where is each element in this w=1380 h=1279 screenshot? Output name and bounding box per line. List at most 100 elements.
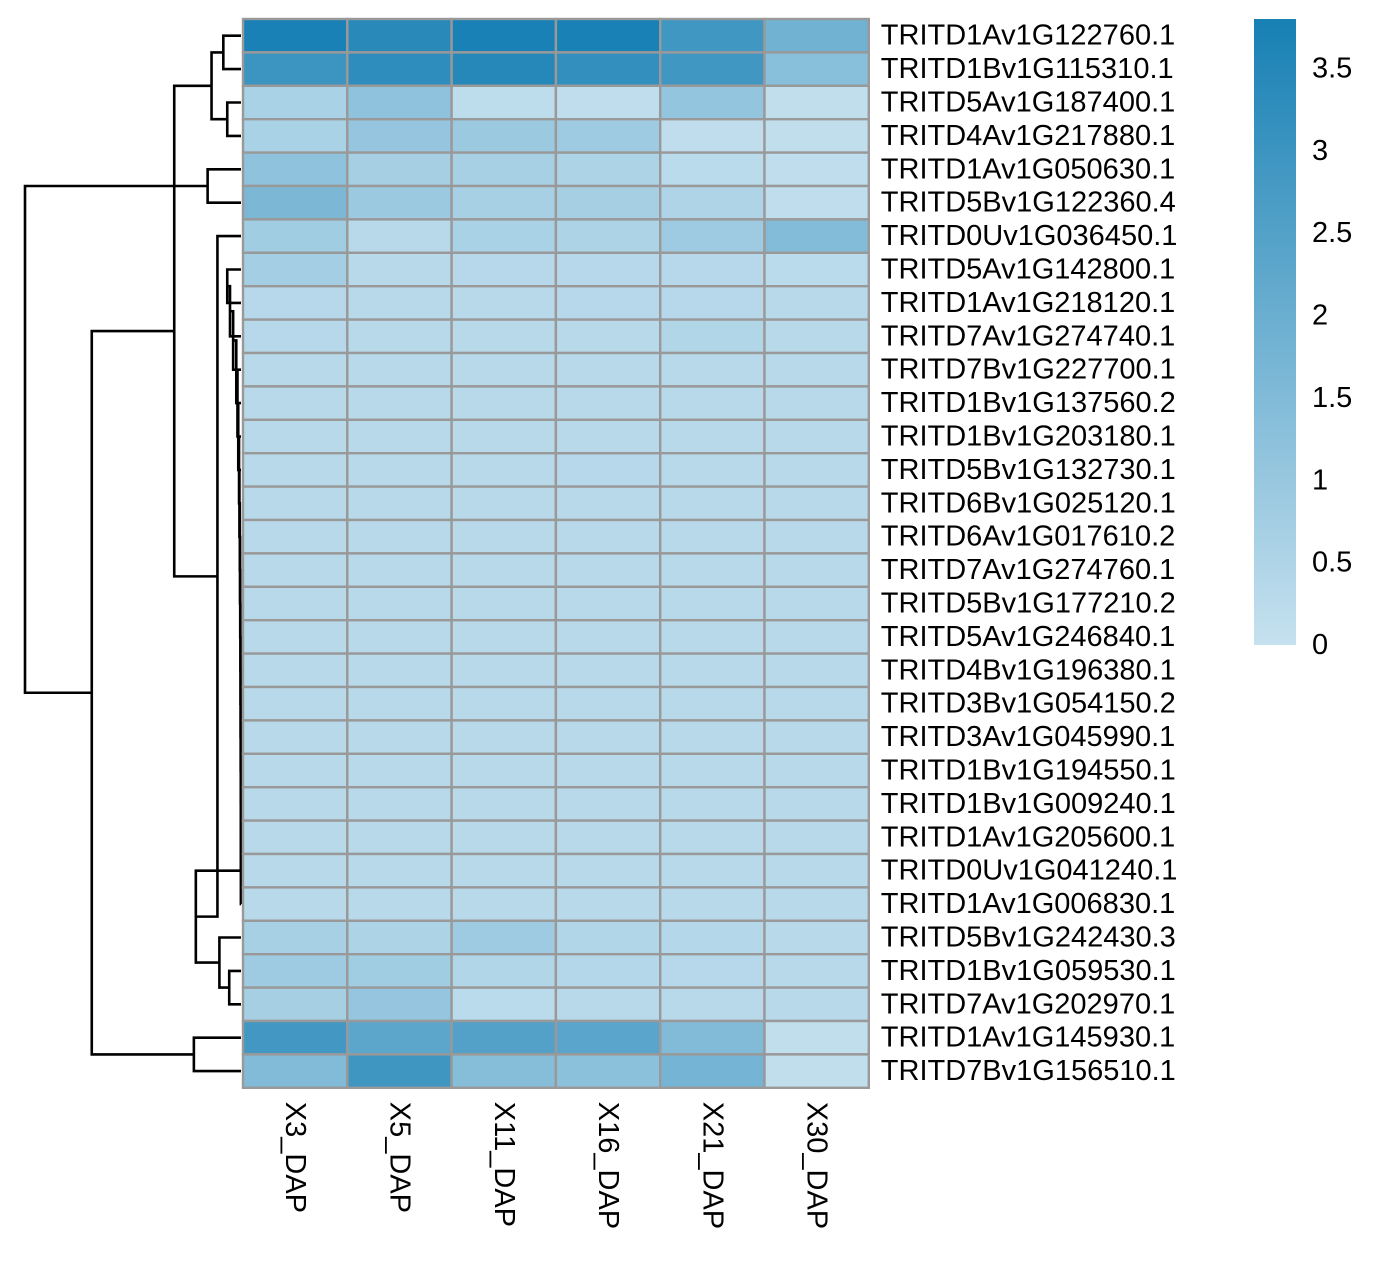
row-label: TRITD4Bv1G196380.1 bbox=[881, 654, 1176, 686]
heatmap-cell bbox=[660, 420, 764, 453]
heatmap-cell bbox=[556, 988, 660, 1021]
legend-tick-label: 2 bbox=[1312, 300, 1328, 332]
heatmap-cell bbox=[347, 921, 451, 954]
heatmap-cell bbox=[556, 86, 660, 119]
row-label: TRITD1Av1G218120.1 bbox=[881, 287, 1175, 319]
heatmap-cell bbox=[243, 386, 347, 419]
heatmap-cell bbox=[243, 320, 347, 353]
heatmap-cell bbox=[243, 854, 347, 887]
heatmap-cell bbox=[347, 320, 451, 353]
heatmap-cell bbox=[765, 787, 869, 820]
dendrogram-branch bbox=[25, 186, 208, 693]
row-label: TRITD5Bv1G122360.4 bbox=[881, 187, 1176, 219]
heatmap-cell bbox=[556, 1054, 660, 1087]
dendrogram-branch bbox=[194, 1038, 241, 1071]
heatmap-cell bbox=[243, 153, 347, 186]
row-label: TRITD7Bv1G156510.1 bbox=[881, 1055, 1176, 1087]
heatmap-cell bbox=[556, 320, 660, 353]
heatmap-cell bbox=[765, 988, 869, 1021]
heatmap-cell bbox=[660, 320, 764, 353]
heatmap-cell bbox=[765, 954, 869, 987]
column-label: X30_DAP bbox=[801, 1102, 833, 1229]
heatmap-cell bbox=[243, 19, 347, 52]
heatmap-cell bbox=[660, 954, 764, 987]
heatmap-cell bbox=[452, 487, 556, 520]
heatmap-cell bbox=[765, 119, 869, 152]
heatmap-cell bbox=[347, 286, 451, 319]
heatmap-cell bbox=[243, 487, 347, 520]
row-label: TRITD1Av1G006830.1 bbox=[881, 888, 1175, 920]
heatmap-cell bbox=[243, 1054, 347, 1087]
heatmap-cell bbox=[765, 153, 869, 186]
heatmap-cell bbox=[765, 186, 869, 219]
heatmap-cell bbox=[452, 1021, 556, 1054]
heatmap-cell bbox=[765, 921, 869, 954]
row-label: TRITD7Bv1G227700.1 bbox=[881, 354, 1176, 386]
heatmap-cell bbox=[556, 420, 660, 453]
heatmap-cell bbox=[765, 854, 869, 887]
heatmap-cell bbox=[347, 386, 451, 419]
column-label: X11_DAP bbox=[488, 1102, 520, 1227]
heatmap-cell bbox=[556, 487, 660, 520]
heatmap-cell bbox=[660, 620, 764, 653]
heatmap-cell bbox=[347, 720, 451, 753]
heatmap-cell bbox=[452, 320, 556, 353]
heatmap-cell bbox=[556, 19, 660, 52]
heatmap-cell bbox=[765, 320, 869, 353]
heatmap-cell bbox=[765, 821, 869, 854]
heatmap-cell bbox=[347, 954, 451, 987]
heatmap-cell bbox=[660, 487, 764, 520]
heatmap-cell bbox=[347, 253, 451, 286]
heatmap-cell bbox=[243, 453, 347, 486]
legend-tick-label: 1 bbox=[1312, 464, 1328, 496]
heatmap-cell bbox=[556, 219, 660, 252]
dendrogram-branch bbox=[174, 86, 217, 577]
heatmap-cell bbox=[452, 520, 556, 553]
heatmap-cell bbox=[556, 887, 660, 920]
heatmap-cell bbox=[347, 553, 451, 586]
heatmap-cell bbox=[452, 386, 556, 419]
row-label: TRITD7Av1G274740.1 bbox=[881, 320, 1175, 352]
row-labels: TRITD1Av1G122760.1TRITD1Bv1G115310.1TRIT… bbox=[881, 20, 1178, 1087]
heatmap-cell bbox=[765, 1021, 869, 1054]
heatmap-cell bbox=[452, 119, 556, 152]
dendrogram-branch bbox=[208, 169, 241, 202]
heatmap-cell bbox=[660, 353, 764, 386]
heatmap-cell bbox=[765, 654, 869, 687]
heatmap-cell bbox=[243, 353, 347, 386]
row-label: TRITD1Av1G050630.1 bbox=[881, 153, 1175, 185]
heatmap-cell bbox=[660, 520, 764, 553]
row-label: TRITD3Bv1G054150.2 bbox=[881, 688, 1176, 720]
column-label: X3_DAP bbox=[279, 1102, 311, 1213]
heatmap-cell bbox=[452, 821, 556, 854]
heatmap-cell bbox=[765, 453, 869, 486]
heatmap-cell bbox=[452, 19, 556, 52]
heatmap-cell bbox=[660, 253, 764, 286]
heatmap-cell bbox=[243, 1021, 347, 1054]
heatmap-cell bbox=[452, 420, 556, 453]
heatmap-cell bbox=[765, 286, 869, 319]
heatmap-cell bbox=[347, 787, 451, 820]
heatmap-cell bbox=[347, 119, 451, 152]
heatmap-cell bbox=[243, 921, 347, 954]
heatmap-cell bbox=[452, 687, 556, 720]
heatmap-cell bbox=[765, 386, 869, 419]
heatmap-cell bbox=[452, 253, 556, 286]
row-label: TRITD5Av1G187400.1 bbox=[881, 87, 1175, 119]
row-label: TRITD1Av1G122760.1 bbox=[881, 20, 1175, 52]
heatmap-cell bbox=[347, 1021, 451, 1054]
row-label: TRITD6Av1G017610.2 bbox=[881, 521, 1175, 553]
heatmap-cell bbox=[556, 954, 660, 987]
legend-tick-label: 3.5 bbox=[1312, 52, 1352, 84]
heatmap-cell bbox=[452, 353, 556, 386]
heatmap-cell bbox=[347, 86, 451, 119]
heatmap-cell bbox=[452, 787, 556, 820]
heatmap-cell bbox=[556, 186, 660, 219]
heatmap-cell bbox=[347, 587, 451, 620]
heatmap-cell bbox=[243, 787, 347, 820]
heatmap-cell bbox=[765, 52, 869, 85]
heatmap-cell bbox=[660, 754, 764, 787]
row-label: TRITD1Bv1G009240.1 bbox=[881, 788, 1176, 820]
heatmap-cell bbox=[765, 520, 869, 553]
